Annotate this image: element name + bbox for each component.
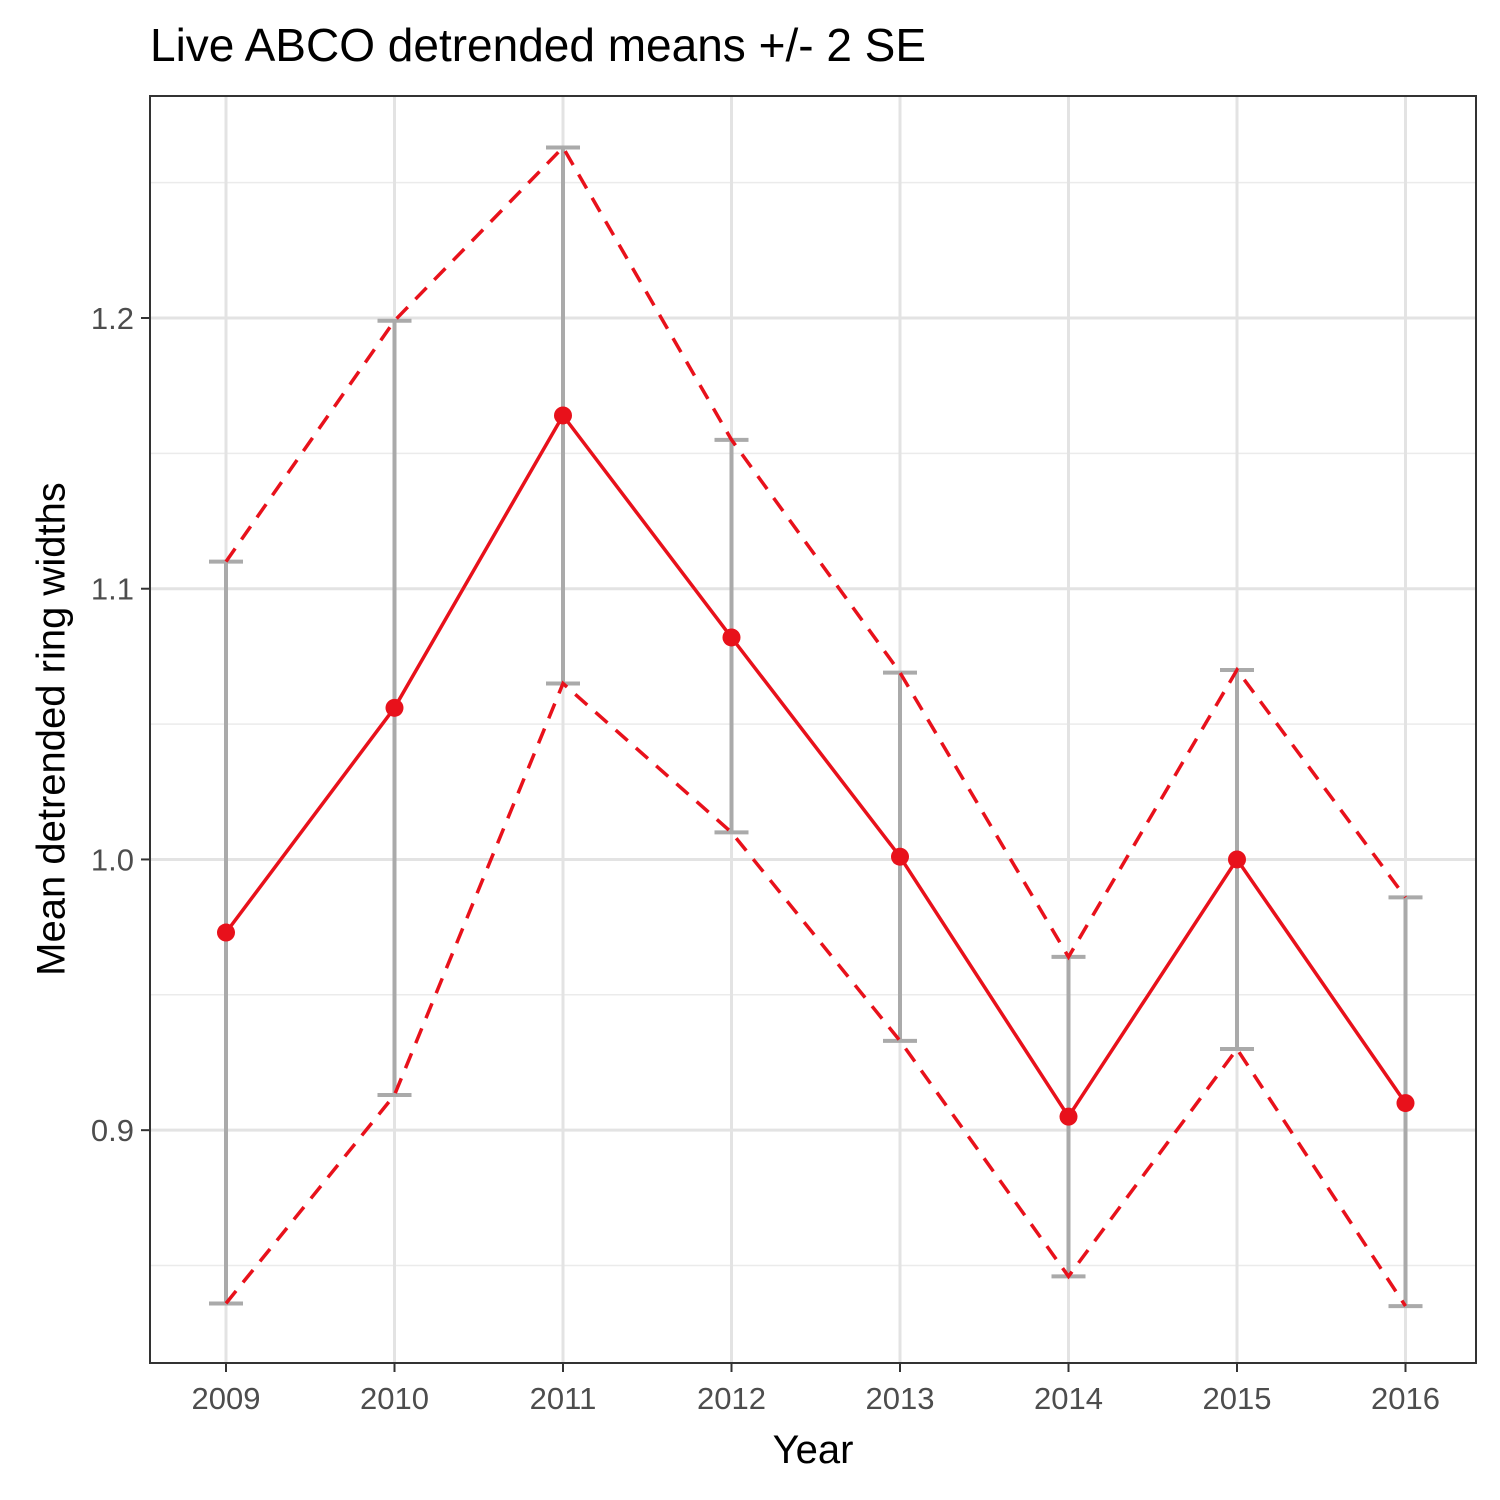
lower-bound-line — [224, 680, 1407, 1308]
chart-title: Live ABCO detrended means +/- 2 SE — [150, 19, 927, 71]
mean-point — [1228, 850, 1246, 869]
series-lines — [224, 144, 1407, 1308]
x-tick-label: 2014 — [1034, 1381, 1103, 1416]
panel-background — [150, 96, 1476, 1363]
x-tick-label: 2009 — [192, 1381, 261, 1416]
x-tick-label: 2010 — [360, 1381, 429, 1416]
x-tick-label: 2016 — [1371, 1381, 1440, 1416]
y-tick-label: 1.1 — [91, 572, 134, 607]
x-tick-label: 2013 — [866, 1381, 935, 1416]
y-tick-label: 0.9 — [91, 1113, 134, 1148]
mean-point — [385, 698, 404, 717]
upper-bound-line — [224, 144, 1407, 961]
mean-points — [217, 406, 1415, 1126]
mean-point — [1396, 1094, 1415, 1113]
x-axis-label: Year — [772, 1428, 854, 1472]
x-tick-label: 2015 — [1203, 1381, 1272, 1416]
mean-point — [722, 628, 741, 647]
mean-point — [554, 406, 572, 425]
mean-point — [1059, 1107, 1078, 1126]
panel-border — [149, 95, 1477, 1364]
y-tick-label: 1.2 — [91, 301, 134, 336]
x-tick-label: 2011 — [530, 1381, 597, 1416]
mean-line — [224, 412, 1407, 1120]
mean-point — [891, 847, 909, 866]
axes: 0.9 1.0 1.1 1.2 2009 2010 2011 2012 2013 2014 2015… — [91, 301, 1440, 1416]
mean-point — [217, 923, 235, 942]
y-tick-label: 1.0 — [91, 842, 134, 877]
y-axis-label: Mean detrended ring widths — [29, 482, 74, 976]
grid — [150, 96, 1476, 1363]
x-tick-label: 2012 — [697, 1381, 766, 1416]
